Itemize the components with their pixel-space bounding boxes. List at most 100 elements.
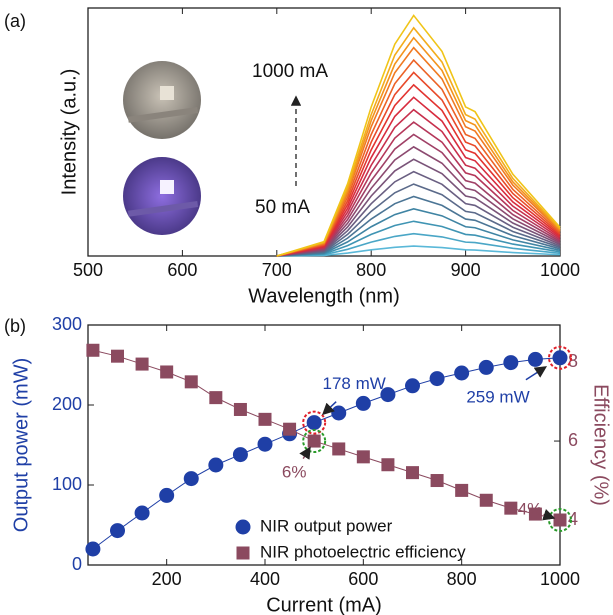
data-point [134,505,150,521]
x-tick-label: 800 [447,569,477,589]
data-point [331,405,347,421]
x-axis-title: Wavelength (nm) [248,285,400,307]
y-tick-label: 200 [52,394,82,414]
spectrum-curve [276,208,561,257]
spectrum-curve [276,108,561,257]
x-tick-label: 400 [250,569,280,589]
y-axis-title: Output power (mW) [10,358,32,532]
spectrum-curve [276,46,561,257]
data-point [527,351,543,367]
data-point [503,355,519,371]
data-point [283,422,297,436]
spectrum-curve [276,183,561,257]
y2-tick-label: 6 [568,430,578,450]
label-arrow [299,446,311,460]
data-point [380,387,396,403]
value-label: 6% [282,463,307,482]
data-point [257,436,273,452]
y-axis-title: Intensity (a.u.) [58,69,80,196]
data-point [307,434,321,448]
highlight-ring [548,345,572,370]
data-point [405,378,420,394]
data-point [355,395,371,411]
y-tick-label: 0 [72,554,82,574]
highlight-ring [302,410,327,435]
data-point [111,349,124,363]
data-point [429,371,445,387]
legend-label: NIR output power [260,516,393,535]
annotation: 50 mA [255,197,310,218]
data-point [306,415,322,431]
photo-inset [123,61,201,235]
data-point [233,402,247,416]
data-point [258,412,272,426]
data-point [430,474,444,488]
x-tick-label: 1000 [540,569,580,589]
highlight-ring [548,508,572,532]
data-point [86,343,100,357]
x-tick-label: 700 [262,260,292,280]
spectrum-curve [276,121,561,257]
spectrum-curve [276,133,561,257]
spectrum-curve [276,26,561,257]
spectrum-curve [276,220,561,257]
x-tick-label: 200 [152,569,182,589]
spectrum-curve [276,195,561,257]
highlight-ring [302,429,327,454]
legend-marker [235,519,251,535]
label-arrow [525,366,548,381]
data-point [110,523,125,539]
data-point [479,493,493,507]
spectrum-curve [276,36,561,257]
spectrum-curve [276,170,561,257]
annotation: 1000 mA [252,61,328,82]
x-axis-title: Current (mA) [266,594,382,615]
x-tick-label: 900 [451,260,481,280]
y-tick-label: 100 [52,474,82,494]
spectrum-curve [276,83,561,257]
label-arrow [321,401,337,416]
x-tick-label: 600 [167,260,197,280]
label-arrow [542,508,556,521]
data-point [332,442,346,456]
x-tick-label: 500 [73,260,103,280]
y-tick-label: 300 [52,314,82,334]
data-point [85,541,101,557]
spectrum-curve [276,96,561,257]
panel-label: (a) [4,11,26,31]
x-tick-label: 800 [356,260,386,280]
spectrum-curve [276,232,561,257]
spectrum-curve [276,71,561,257]
data-point [159,487,175,503]
data-point [553,513,567,527]
legend-marker [236,546,250,560]
data-point [504,501,518,515]
data-point [209,391,223,405]
y2-tick-label: 8 [568,351,578,371]
y2-axis-title: Efficiency (%) [590,384,612,506]
value-label: 4% [518,499,543,518]
data-point [455,483,469,497]
y2-tick-label: 4 [568,509,578,529]
spectrum-curve [276,245,561,257]
spectrum-curve [276,14,561,257]
data-point [356,450,370,464]
spectrum-curve [276,58,561,257]
x-tick-label: 1000 [540,260,580,280]
panel-label: (b) [4,316,26,336]
value-label: 178 mW [323,374,386,393]
spectrum-curve [276,145,561,257]
data-point [552,350,568,366]
value-label: 259 mW [466,387,529,406]
data-point [135,357,149,371]
plot-frame [87,324,561,566]
data-point [381,458,395,472]
data-point [160,365,174,379]
data-point [406,466,419,480]
data-point [208,457,224,473]
data-point [478,359,494,375]
data-point [454,365,470,381]
data-point [232,447,248,463]
legend-label: NIR photoelectric efficiency [260,542,466,561]
data-point [183,471,199,487]
